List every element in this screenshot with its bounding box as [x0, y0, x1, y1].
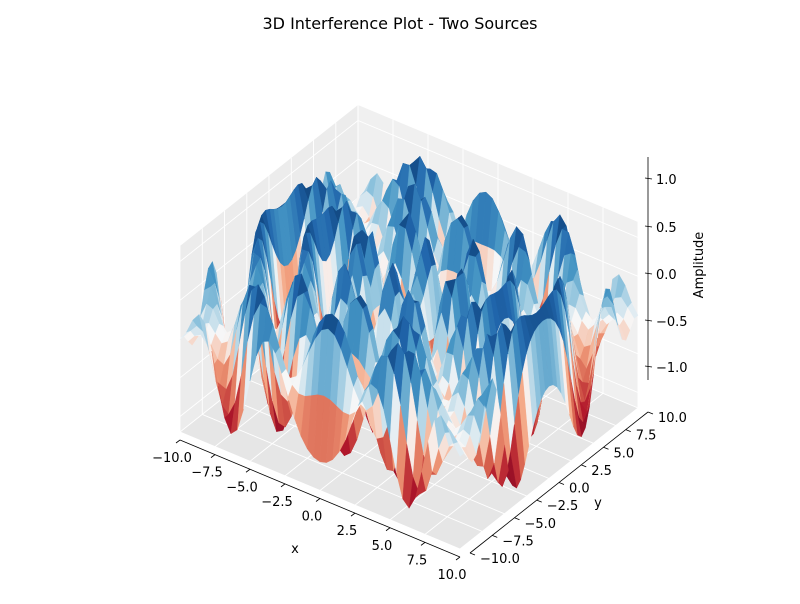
z-tick-label: −0.5 — [656, 315, 688, 330]
y-tick-mark — [625, 429, 631, 432]
z-axis-label: Amplitude — [692, 232, 707, 299]
x-tick-mark — [315, 498, 321, 502]
grid-line-z — [179, 119, 639, 262]
z-tick-mark — [644, 177, 653, 180]
x-tick-mark — [350, 512, 356, 517]
z-tick-label: 0.5 — [656, 221, 677, 236]
x-tick-mark — [245, 468, 251, 473]
y-tick-mark — [492, 535, 498, 538]
grid-line-y — [201, 228, 483, 532]
grid-line-y — [179, 246, 461, 550]
x-tick-mark — [455, 556, 461, 561]
y-tick-mark — [647, 411, 654, 415]
x-tick-label: 2.5 — [337, 524, 358, 539]
x-tick-mark — [420, 542, 426, 546]
tick-labels: −10.0−7.5−5.0−2.50.02.55.07.510.0−10.0−7… — [152, 173, 688, 583]
y-tick-label: 2.5 — [591, 464, 612, 479]
y-tick-label: −7.5 — [502, 534, 534, 549]
y-tick-label: 0.0 — [569, 482, 590, 497]
y-tick-mark — [536, 499, 542, 503]
y-tick-label: 7.5 — [636, 429, 657, 444]
z-tick-mark — [644, 225, 653, 228]
z-tick-label: −1.0 — [656, 361, 688, 376]
x-tick-label: −10.0 — [152, 451, 192, 466]
x-tick-label: 10.0 — [438, 568, 467, 583]
y-tick-mark — [469, 552, 476, 556]
x-tick-label: 5.0 — [372, 539, 393, 554]
z-tick-label: 0.0 — [656, 268, 677, 283]
x-tick-mark — [280, 483, 286, 488]
y-tick-label: −10.0 — [480, 552, 520, 567]
x-tick-label: −2.5 — [261, 495, 293, 510]
surface-patch — [453, 442, 465, 457]
y-axis-label: y — [594, 496, 602, 511]
y-tick-label: 5.0 — [614, 446, 635, 461]
x-tick-mark — [385, 527, 391, 532]
z-tick-label: 1.0 — [656, 173, 677, 188]
x-axis-label: x — [291, 542, 299, 557]
x-tick-mark — [175, 439, 181, 444]
x-tick-label: 0.0 — [302, 510, 323, 525]
z-tick-mark — [644, 272, 653, 275]
x-tick-mark — [210, 454, 216, 458]
y-tick-label: −2.5 — [547, 499, 579, 514]
z-tick-mark — [644, 365, 653, 368]
interference-surface — [179, 155, 639, 509]
x-tick-label: −5.0 — [226, 480, 258, 495]
x-tick-label: 7.5 — [407, 553, 428, 568]
y-tick-mark — [558, 482, 565, 485]
y-tick-label: 10.0 — [658, 411, 687, 426]
y-tick-mark — [514, 517, 520, 521]
y-tick-mark — [603, 446, 609, 450]
z-tick-mark — [644, 319, 653, 322]
chart-title: 3D Interference Plot - Two Sources — [262, 14, 537, 33]
y-tick-mark — [581, 464, 587, 468]
y-tick-label: −5.0 — [525, 517, 557, 532]
x-tick-label: −7.5 — [191, 466, 223, 481]
